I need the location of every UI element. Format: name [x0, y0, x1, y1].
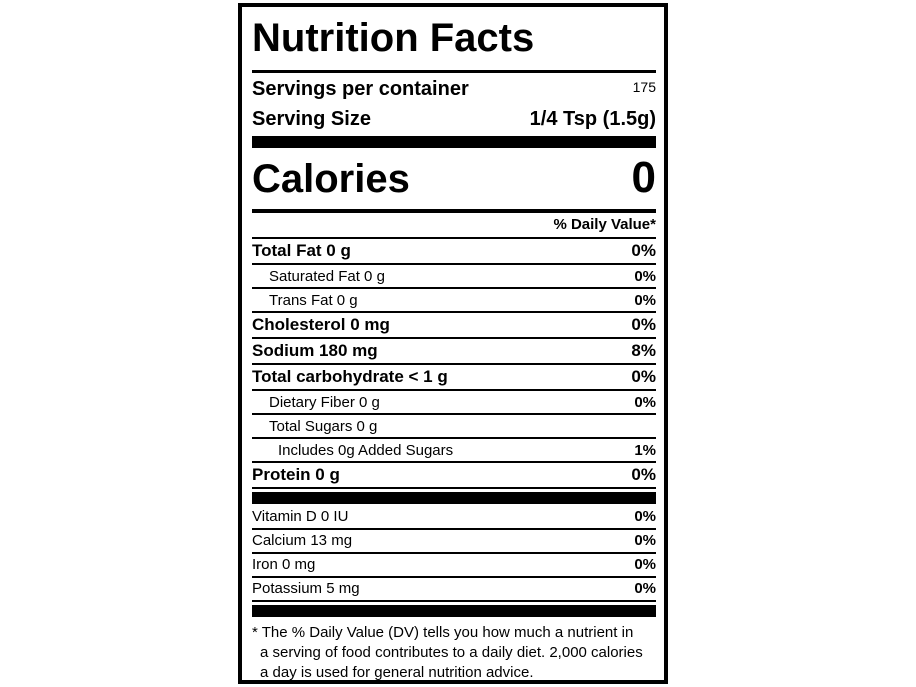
calories-row: Calories 0 [252, 150, 656, 213]
nutrient-name: Cholesterol 0 mg [252, 315, 390, 334]
nutrient-name: Includes 0g Added Sugars [278, 442, 454, 459]
calories-label: Calories [252, 157, 410, 201]
daily-value-footnote: * The % Daily Value (DV) tells you how m… [252, 619, 656, 683]
nutrient-row: Total carbohydrate < 1 g 0% [252, 365, 656, 391]
nutrient-row: Cholesterol 0 mg 0% [252, 313, 656, 339]
vitamin-row: Calcium 13 mg 0% [252, 530, 656, 554]
servings-per-container-row: Servings per container 175 [252, 73, 656, 103]
nutrient-daily-value: 0% [631, 465, 656, 484]
nutrient-name: Dietary Fiber 0 g [269, 394, 380, 411]
vitamin-row: Vitamin D 0 IU 0% [252, 506, 656, 530]
nutrient-row: Protein 0 g 0% [252, 463, 656, 489]
nutrient-row: Dietary Fiber 0 g 0% [252, 391, 656, 415]
nutrient-daily-value: 8% [631, 341, 656, 360]
calories-value: 0 [631, 153, 656, 202]
nutrient-daily-value: 1% [634, 442, 656, 459]
serving-size-label: Serving Size [252, 108, 371, 130]
nutrient-row: Saturated Fat 0 g 0% [252, 265, 656, 289]
vitamin-daily-value: 0% [634, 532, 656, 549]
nutrient-row: Includes 0g Added Sugars 1% [252, 439, 656, 463]
vitamin-daily-value: 0% [634, 580, 656, 597]
vitamin-row: Potassium 5 mg 0% [252, 578, 656, 602]
nutrient-name: Total carbohydrate < 1 g [252, 367, 448, 386]
nutrient-daily-value: 0% [631, 241, 656, 260]
serving-size-value: 1/4 Tsp (1.5g) [529, 108, 656, 130]
nutrient-row: Trans Fat 0 g 0% [252, 289, 656, 313]
serving-size-row: Serving Size 1/4 Tsp (1.5g) [252, 103, 656, 133]
nutrient-daily-value: 0% [634, 394, 656, 411]
nutrient-row: Total Fat 0 g 0% [252, 239, 656, 265]
vitamin-daily-value: 0% [634, 508, 656, 525]
separator-bar-bottom [252, 605, 656, 617]
nutrition-facts-label: Nutrition Facts Servings per container 1… [238, 3, 668, 684]
nutrient-name: Saturated Fat 0 g [269, 268, 385, 285]
footnote-line: a day is used for general nutrition advi… [260, 664, 534, 681]
nutrient-name: Sodium 180 mg [252, 341, 378, 360]
nutrient-row: Total Sugars 0 g [252, 415, 656, 439]
daily-value-header: % Daily Value* [252, 213, 656, 239]
nutrient-daily-value: 0% [634, 292, 656, 309]
nutrient-rows: Total Fat 0 g 0% Saturated Fat 0 g 0% Tr… [252, 239, 656, 489]
nutrient-row: Sodium 180 mg 8% [252, 339, 656, 365]
nutrient-name: Total Fat 0 g [252, 241, 351, 260]
footnote-line: a serving of food contributes to a daily… [260, 644, 643, 661]
servings-per-container-value: 175 [632, 79, 656, 95]
servings-per-container-label: Servings per container [252, 78, 469, 100]
nutrient-daily-value: 0% [631, 315, 656, 334]
nutrient-name: Trans Fat 0 g [269, 292, 358, 309]
vitamin-name: Iron 0 mg [252, 556, 316, 573]
vitamin-name: Calcium 13 mg [252, 532, 353, 549]
vitamin-name: Potassium 5 mg [252, 580, 360, 597]
nutrient-daily-value: 0% [631, 367, 656, 386]
separator-bar-middle [252, 492, 656, 504]
vitamin-rows: Vitamin D 0 IU 0% Calcium 13 mg 0% Iron … [252, 506, 656, 602]
vitamin-daily-value: 0% [634, 556, 656, 573]
vitamin-name: Vitamin D 0 IU [252, 508, 349, 525]
nutrient-name: Protein 0 g [252, 465, 340, 484]
separator-bar-top [252, 136, 656, 148]
vitamin-row: Iron 0 mg 0% [252, 554, 656, 578]
nutrient-daily-value: 0% [634, 268, 656, 285]
nutrient-name: Total Sugars 0 g [269, 418, 378, 435]
label-title: Nutrition Facts [252, 9, 656, 73]
footnote-line: * The % Daily Value (DV) tells you how m… [252, 624, 634, 641]
